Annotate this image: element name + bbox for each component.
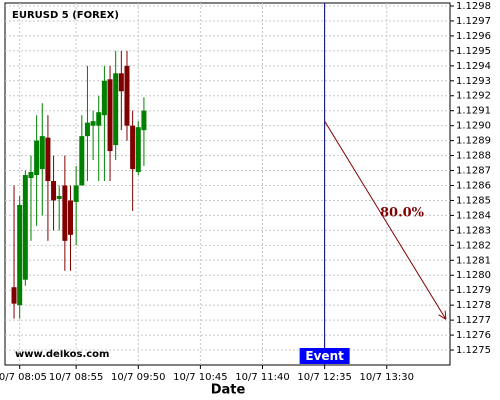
candle-body [84,122,90,137]
event-label-box [299,348,350,364]
y-tick-label: 1.1282 [456,240,491,251]
y-tick-label: 1.1281 [456,255,491,266]
y-tick-label: 1.1278 [456,300,491,311]
y-tick-label: 1.1288 [456,151,491,162]
chart-title: EURUSD 5 (FOREX) [12,10,119,21]
candle-body [73,185,79,202]
candle-body [135,127,141,173]
y-tick-label: 1.1276 [456,330,491,341]
event-label: Event [305,349,344,363]
candle-body [113,73,119,146]
candle-body [22,175,28,280]
y-tick-label: 1.1277 [456,315,491,326]
x-tick-label: 10/7 13:30 [360,372,414,383]
candle-body [28,172,34,179]
x-tick-label: 10/7 08:05 [0,372,47,383]
y-tick-label: 1.1290 [456,121,491,132]
y-tick-label: 1.1275 [456,345,491,356]
candle-body [51,181,57,201]
x-tick-label: 10/7 12:35 [297,372,351,383]
y-tick-label: 1.1296 [456,31,491,42]
y-tick-label: 1.1294 [456,61,491,72]
watermark: www.delkos.com [15,349,109,360]
candle-body [118,73,124,92]
y-tick-label: 1.1279 [456,285,491,296]
y-tick-label: 1.1287 [456,166,491,177]
x-tick-label: 10/7 11:40 [235,372,289,383]
candle-body [68,200,74,235]
x-tick-label: 10/7 10:45 [173,372,227,383]
candle-body [96,112,102,126]
y-tick-label: 1.1293 [456,76,491,87]
x-tick-label: 10/7 08:55 [49,372,103,383]
y-tick-label: 1.1283 [456,225,491,236]
candle-body [45,137,51,182]
y-tick-label: 1.1286 [456,180,491,191]
candle-body [17,204,23,306]
x-axis-title: Date [211,383,246,398]
x-tick-label: 10/7 09:50 [111,372,165,383]
y-tick-label: 1.1298 [456,1,491,12]
candle-body [56,195,62,199]
plot-frame [4,2,451,366]
candle-body [141,110,147,131]
projection-label: 80.0% [380,206,425,221]
candle-body [34,140,40,176]
y-tick-label: 1.1292 [456,91,491,102]
candle-body [130,125,136,170]
y-tick-label: 1.1285 [456,195,491,206]
candle-body [79,136,85,186]
candle-body [90,121,96,126]
y-tick-label: 1.1291 [456,106,491,117]
candle-body [124,65,130,126]
y-tick-label: 1.1297 [456,16,491,27]
projection-arrow [324,120,446,318]
y-tick-label: 1.1295 [456,46,491,57]
candle-body [39,136,45,170]
candle-body [11,287,17,304]
y-tick-label: 1.1289 [456,136,491,147]
y-tick-label: 1.1284 [456,210,491,221]
candle-body [62,185,68,241]
y-tick-label: 1.1280 [456,270,491,281]
candle-body [101,80,107,116]
candle-body [107,79,113,152]
